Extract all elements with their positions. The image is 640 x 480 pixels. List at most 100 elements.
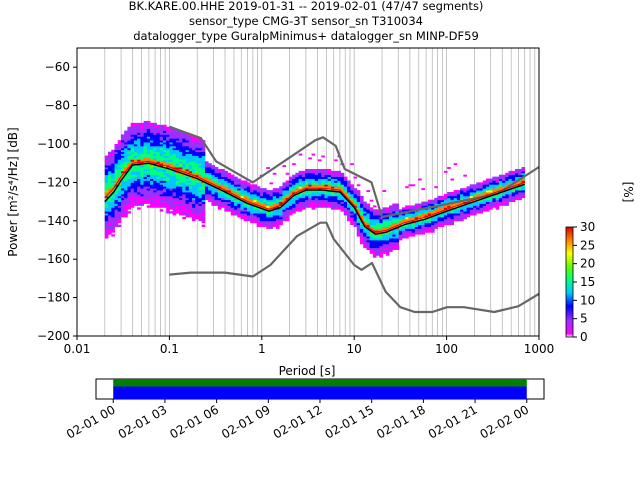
heatmap-cell — [466, 211, 471, 214]
heatmap-cell — [327, 176, 332, 179]
heatmap-cell — [150, 184, 154, 187]
heatmap-cell — [343, 180, 348, 183]
heatmap-cell — [508, 172, 513, 176]
heatmap-cell — [117, 211, 122, 214]
heatmap-cell — [104, 161, 109, 164]
heatmap-cell — [143, 122, 148, 126]
heatmap-cell — [305, 192, 309, 195]
heatmap-cell — [211, 186, 216, 189]
heatmap-cell — [230, 180, 235, 183]
heatmap-cell — [256, 207, 261, 210]
heatmap-cell — [311, 172, 316, 176]
heatmap-cell — [227, 203, 232, 206]
heatmap-cell — [156, 126, 161, 130]
heatmap-cell — [179, 142, 183, 145]
heatmap-cell — [343, 192, 348, 195]
heatmap-cell — [495, 182, 500, 185]
heatmap-cell — [379, 228, 383, 231]
heatmap-cell — [156, 168, 161, 172]
heatmap-cell — [489, 205, 493, 208]
heatmap-cell — [185, 140, 190, 143]
heatmap-cell — [140, 172, 144, 176]
heatmap-cell — [305, 205, 309, 208]
heatmap-cell — [269, 220, 274, 224]
heatmap-cell — [505, 190, 509, 193]
heatmap-cell — [246, 197, 251, 201]
heatmap-cell — [250, 186, 254, 189]
heatmap-cell — [108, 213, 112, 216]
heatmap-cell — [124, 213, 128, 216]
heatmap-cell — [282, 218, 287, 222]
heatmap-cell — [124, 157, 128, 160]
heatmap-cell — [117, 167, 122, 170]
heatmap-cell — [282, 184, 287, 187]
heatmap-cell — [153, 124, 157, 128]
heatmap-cell — [395, 218, 400, 222]
heatmap-cell — [269, 226, 274, 229]
heatmap-cell — [460, 213, 464, 216]
heatmap-cell — [350, 184, 354, 187]
heatmap-cell — [143, 184, 148, 187]
heatmap-cell — [166, 168, 170, 172]
heatmap-cell — [292, 195, 296, 199]
heatmap-cell — [389, 240, 393, 243]
heatmap-cell — [337, 197, 341, 201]
heatmap-cell — [443, 205, 448, 208]
y-tick-label: −60 — [45, 60, 70, 74]
heatmap-cell — [230, 197, 235, 201]
heatmap-cell — [179, 213, 183, 216]
heatmap-cell — [124, 197, 128, 201]
heatmap-cell — [111, 226, 115, 229]
heatmap-cell — [292, 205, 296, 208]
heatmap-cell — [275, 211, 280, 214]
heatmap-cell — [195, 197, 199, 201]
heatmap-cell — [395, 203, 400, 206]
heatmap-cell — [450, 222, 455, 226]
heatmap-cell — [188, 163, 193, 166]
heatmap-cell — [347, 193, 351, 197]
heatmap-cell — [198, 163, 203, 166]
heatmap-cell — [227, 201, 232, 204]
heatmap-cell — [279, 190, 283, 193]
heatmap-cell — [150, 130, 154, 133]
heatmap-cell — [127, 155, 132, 158]
heatmap-cell — [133, 151, 138, 154]
heatmap-cell — [372, 213, 377, 216]
heatmap-cell — [166, 207, 170, 210]
heatmap-cell — [188, 155, 193, 158]
heatmap-cell — [192, 163, 196, 166]
heatmap-cell — [246, 182, 251, 185]
heatmap-cell — [376, 228, 380, 231]
heatmap-cell — [379, 245, 383, 249]
heatmap-cell — [237, 184, 241, 187]
heatmap-cell — [124, 180, 128, 183]
heatmap-cell — [376, 247, 380, 250]
heatmap-cell — [272, 222, 277, 226]
heatmap-cell — [172, 147, 177, 151]
heatmap-cell — [185, 145, 190, 149]
heatmap-cell — [311, 192, 316, 195]
heatmap-cell — [279, 222, 283, 226]
heatmap-cell — [166, 151, 170, 154]
heatmap-cell — [256, 213, 261, 216]
heatmap-cell — [201, 201, 206, 204]
heatmap-cell — [192, 157, 196, 160]
heatmap-cell — [343, 201, 348, 204]
heatmap-cell — [311, 207, 316, 210]
heatmap-cell — [111, 216, 115, 220]
heatmap-cell — [447, 216, 451, 220]
heatmap-cell — [317, 188, 322, 191]
heatmap-cell — [437, 197, 442, 201]
heatmap-cell — [162, 188, 167, 191]
heatmap-cell — [211, 174, 216, 178]
heatmap-cell — [395, 209, 400, 212]
heatmap-cell — [227, 197, 232, 201]
heatmap-cell — [198, 192, 203, 195]
heatmap-cell — [211, 192, 216, 195]
heatmap-cell — [317, 174, 322, 178]
heatmap-cell — [182, 134, 186, 137]
heatmap-cell — [146, 167, 151, 170]
x-tick-label: 1000 — [524, 342, 555, 356]
heatmap-cell — [204, 167, 209, 170]
